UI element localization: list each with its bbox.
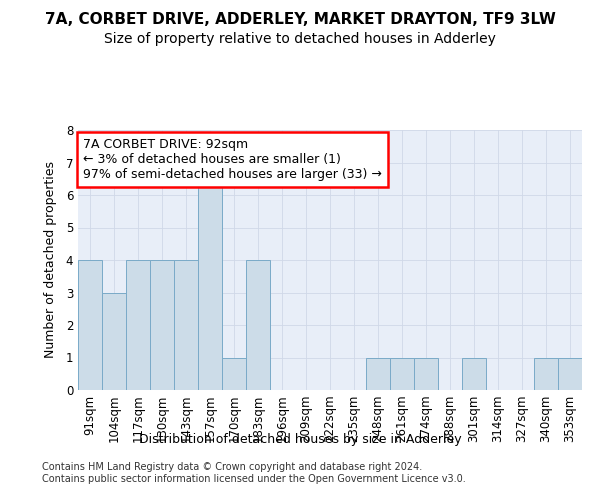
Text: Distribution of detached houses by size in Adderley: Distribution of detached houses by size … <box>139 432 461 446</box>
Bar <box>198 162 222 390</box>
Bar <box>174 260 198 390</box>
Bar <box>462 358 486 390</box>
Bar <box>78 260 102 390</box>
Text: 7A, CORBET DRIVE, ADDERLEY, MARKET DRAYTON, TF9 3LW: 7A, CORBET DRIVE, ADDERLEY, MARKET DRAYT… <box>44 12 556 28</box>
Bar <box>246 260 270 390</box>
Y-axis label: Number of detached properties: Number of detached properties <box>44 162 58 358</box>
Bar <box>366 358 390 390</box>
Text: Contains HM Land Registry data © Crown copyright and database right 2024.
Contai: Contains HM Land Registry data © Crown c… <box>42 462 466 484</box>
Bar <box>102 292 126 390</box>
Bar <box>558 358 582 390</box>
Bar <box>150 260 174 390</box>
Bar <box>534 358 558 390</box>
Bar <box>126 260 150 390</box>
Bar <box>222 358 246 390</box>
Bar <box>414 358 438 390</box>
Text: 7A CORBET DRIVE: 92sqm
← 3% of detached houses are smaller (1)
97% of semi-detac: 7A CORBET DRIVE: 92sqm ← 3% of detached … <box>83 138 382 181</box>
Text: Size of property relative to detached houses in Adderley: Size of property relative to detached ho… <box>104 32 496 46</box>
Bar <box>390 358 414 390</box>
